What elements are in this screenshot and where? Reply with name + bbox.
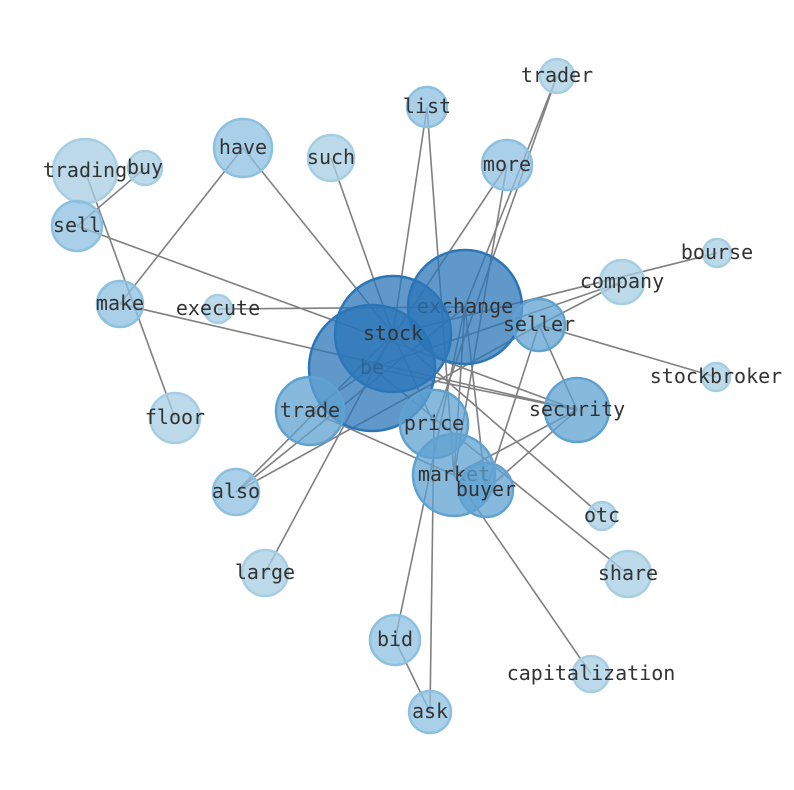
node-label: large [235,560,295,584]
node-trading: trading [43,137,127,205]
node-circle [480,138,534,192]
node-sell: sell [50,199,104,253]
edge-sell-security [76,225,578,411]
node-circle [212,117,274,179]
node-share: share [598,549,658,599]
edge-trader-price [433,75,558,425]
node-circle [586,500,618,532]
node-such: such [306,133,356,183]
node-otc: otc [584,500,620,532]
node-label: stockbroker [650,364,782,388]
node-circle [538,57,576,95]
node-circle [405,85,449,129]
node-label: execute [176,296,260,320]
node-label: more [483,152,531,176]
node-buy: buy [126,149,164,187]
node-list: list [403,85,451,129]
node-label: have [219,135,267,159]
node-label: ask [412,699,448,723]
node-label: sell [53,213,101,237]
node-circle [511,297,567,353]
node-circle [571,654,611,694]
node-bid: bid [368,613,422,667]
node-label: such [307,145,355,169]
node-buyer: buyer [456,461,516,519]
node-circle [333,274,453,394]
node-label: capitalization [507,661,676,685]
node-label: trading [43,158,127,182]
node-circle [700,361,732,393]
node-stockbroker: stockbroker [650,361,782,393]
node-circle [95,279,145,329]
node-company: company [580,258,664,306]
node-label: trader [521,63,593,87]
node-circle [457,461,515,519]
node-security: security [529,376,625,444]
node-trader: trader [521,57,593,95]
node-label: make [96,291,144,315]
node-floor: floor [145,391,205,445]
node-label: seller [503,312,575,336]
node-label: bourse [681,240,753,264]
nodes-layer: trader list have such more trading buy sell bour… [43,57,782,735]
node-make: make [95,279,145,329]
edge-seller-stockbroker [538,324,717,378]
node-label: bid [377,627,413,651]
node-circle [306,133,356,183]
node-stock: stock [333,274,453,394]
node-circle [126,149,164,187]
node-label: buyer [456,477,516,501]
edge-have-make [119,147,244,305]
node-label: buy [127,155,163,179]
node-label: security [529,397,625,421]
node-circle [598,258,646,306]
node-label: floor [145,405,205,429]
node-circle [274,375,346,447]
node-label: company [580,269,664,293]
node-trade: trade [274,375,346,447]
node-circle [240,548,290,598]
node-circle [701,237,733,269]
node-label: also [212,479,260,503]
node-label: share [598,561,658,585]
node-label: stock [363,321,423,345]
node-ask: ask [407,689,453,735]
edge-seller-buyer [485,324,540,491]
node-seller: seller [503,297,575,353]
node-circle [543,376,611,444]
node-label: list [403,94,451,118]
node-circle [407,689,453,735]
node-circle [50,199,104,253]
node-circle [603,549,653,599]
node-label: trade [280,398,340,422]
node-label: price [404,411,464,435]
node-circle [368,613,422,667]
node-circle [148,391,202,445]
node-circle [202,293,234,325]
node-label: otc [584,503,620,527]
node-execute: execute [176,293,260,325]
node-capitalization: capitalization [507,654,676,694]
node-bourse: bourse [681,237,753,269]
node-have: have [212,117,274,179]
node-circle [211,467,261,517]
node-more: more [480,138,534,192]
node-also: also [211,467,261,517]
node-large: large [235,548,295,598]
